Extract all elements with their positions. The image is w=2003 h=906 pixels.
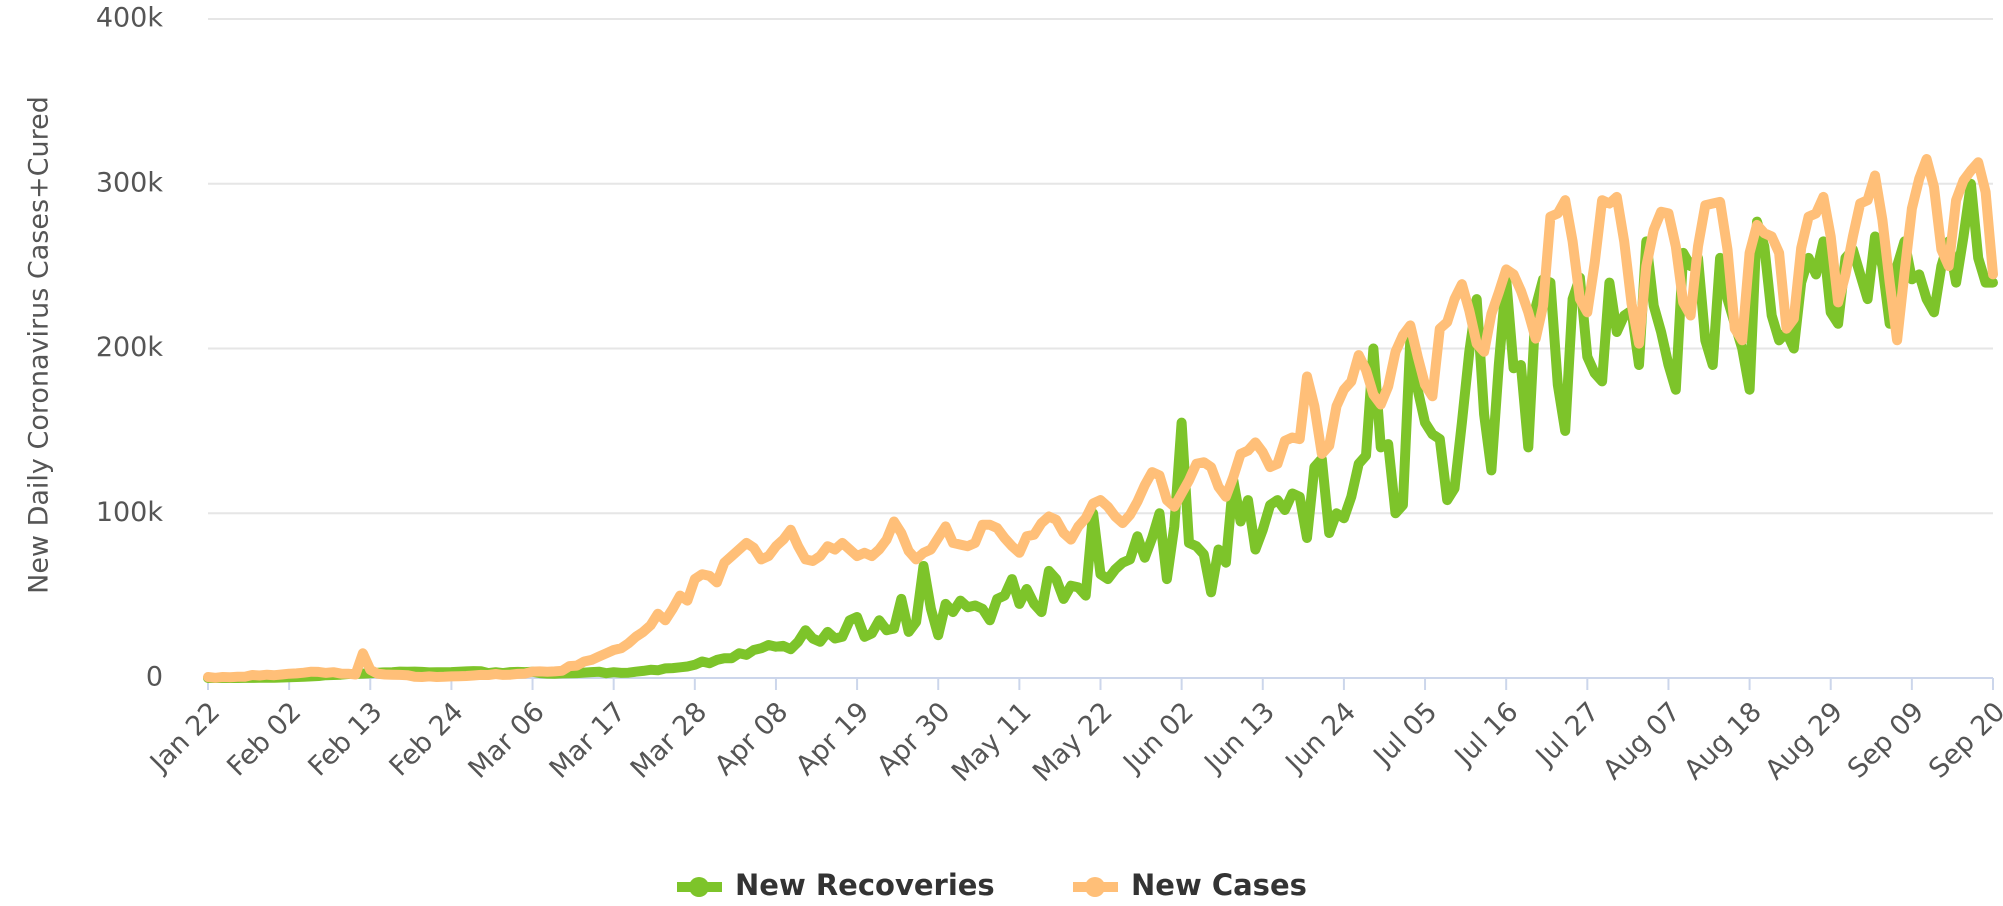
x-tick-label: Feb 13 bbox=[302, 696, 388, 782]
x-tick-label: May 22 bbox=[1027, 696, 1119, 788]
legend: New Recoveries New Cases bbox=[677, 868, 1307, 902]
series-line bbox=[203, 154, 1998, 683]
x-tick-label: Apr 30 bbox=[871, 696, 956, 781]
x-tick-label: Jun 02 bbox=[1116, 696, 1200, 780]
x-tick-label: Aug 18 bbox=[1678, 696, 1768, 786]
x-tick-label: Jun 13 bbox=[1197, 696, 1281, 780]
x-tick-label: Sep 20 bbox=[1923, 696, 2003, 784]
legend-text: New Cases bbox=[1131, 868, 1307, 902]
y-tick-label: 400k bbox=[96, 3, 164, 34]
x-tick-label: Apr 08 bbox=[709, 696, 794, 781]
x-tick-label: Feb 02 bbox=[221, 696, 307, 782]
x-tick-label: Mar 28 bbox=[625, 696, 713, 784]
x-tick-label: Sep 09 bbox=[1842, 696, 1930, 784]
y-axis-title: New Daily Coronavirus Cases+Cured bbox=[24, 96, 55, 594]
x-tick-label: Jan 22 bbox=[143, 696, 226, 779]
x-tick-label: Apr 19 bbox=[790, 696, 875, 781]
x-tick-label: Feb 24 bbox=[384, 696, 470, 782]
x-tick-label: May 11 bbox=[946, 696, 1038, 788]
legend-text: New Recoveries bbox=[735, 868, 995, 902]
x-tick-label: Mar 17 bbox=[544, 696, 632, 784]
x-tick-label: Jul 27 bbox=[1529, 696, 1606, 773]
x-tick-label: Jun 24 bbox=[1279, 696, 1363, 780]
y-tick-label: 0 bbox=[146, 662, 163, 693]
y-tick-label: 200k bbox=[96, 332, 164, 363]
y-tick-label: 300k bbox=[96, 167, 164, 198]
x-tick-label: Aug 07 bbox=[1597, 696, 1687, 786]
x-tick-label: Mar 06 bbox=[462, 696, 550, 784]
x-tick-label: Jul 16 bbox=[1448, 696, 1525, 773]
legend-symbol-marker bbox=[689, 877, 709, 897]
y-tick-label: 100k bbox=[96, 497, 164, 528]
x-tick-label: Aug 29 bbox=[1759, 696, 1849, 786]
legend-symbol-marker bbox=[1085, 877, 1105, 897]
x-tick-label: Jul 05 bbox=[1367, 696, 1444, 773]
